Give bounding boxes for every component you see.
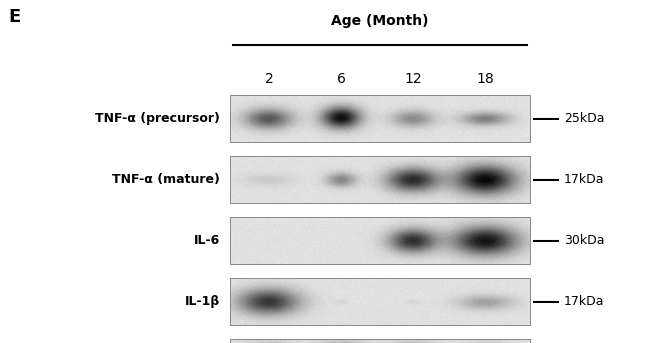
Text: Age (Month): Age (Month) [332, 14, 429, 28]
Text: E: E [8, 8, 20, 26]
Text: 6: 6 [337, 72, 345, 86]
Text: IL-6: IL-6 [194, 234, 220, 247]
Text: TNF-α (precursor): TNF-α (precursor) [96, 112, 220, 125]
Text: 12: 12 [404, 72, 422, 86]
Text: TNF-α (mature): TNF-α (mature) [112, 173, 220, 186]
Text: 2: 2 [265, 72, 274, 86]
Text: IL-1β: IL-1β [185, 295, 220, 308]
Text: 17kDa: 17kDa [564, 173, 604, 186]
Text: 17kDa: 17kDa [564, 295, 604, 308]
Text: 30kDa: 30kDa [564, 234, 604, 247]
Text: 25kDa: 25kDa [564, 112, 604, 125]
Text: 18: 18 [476, 72, 494, 86]
